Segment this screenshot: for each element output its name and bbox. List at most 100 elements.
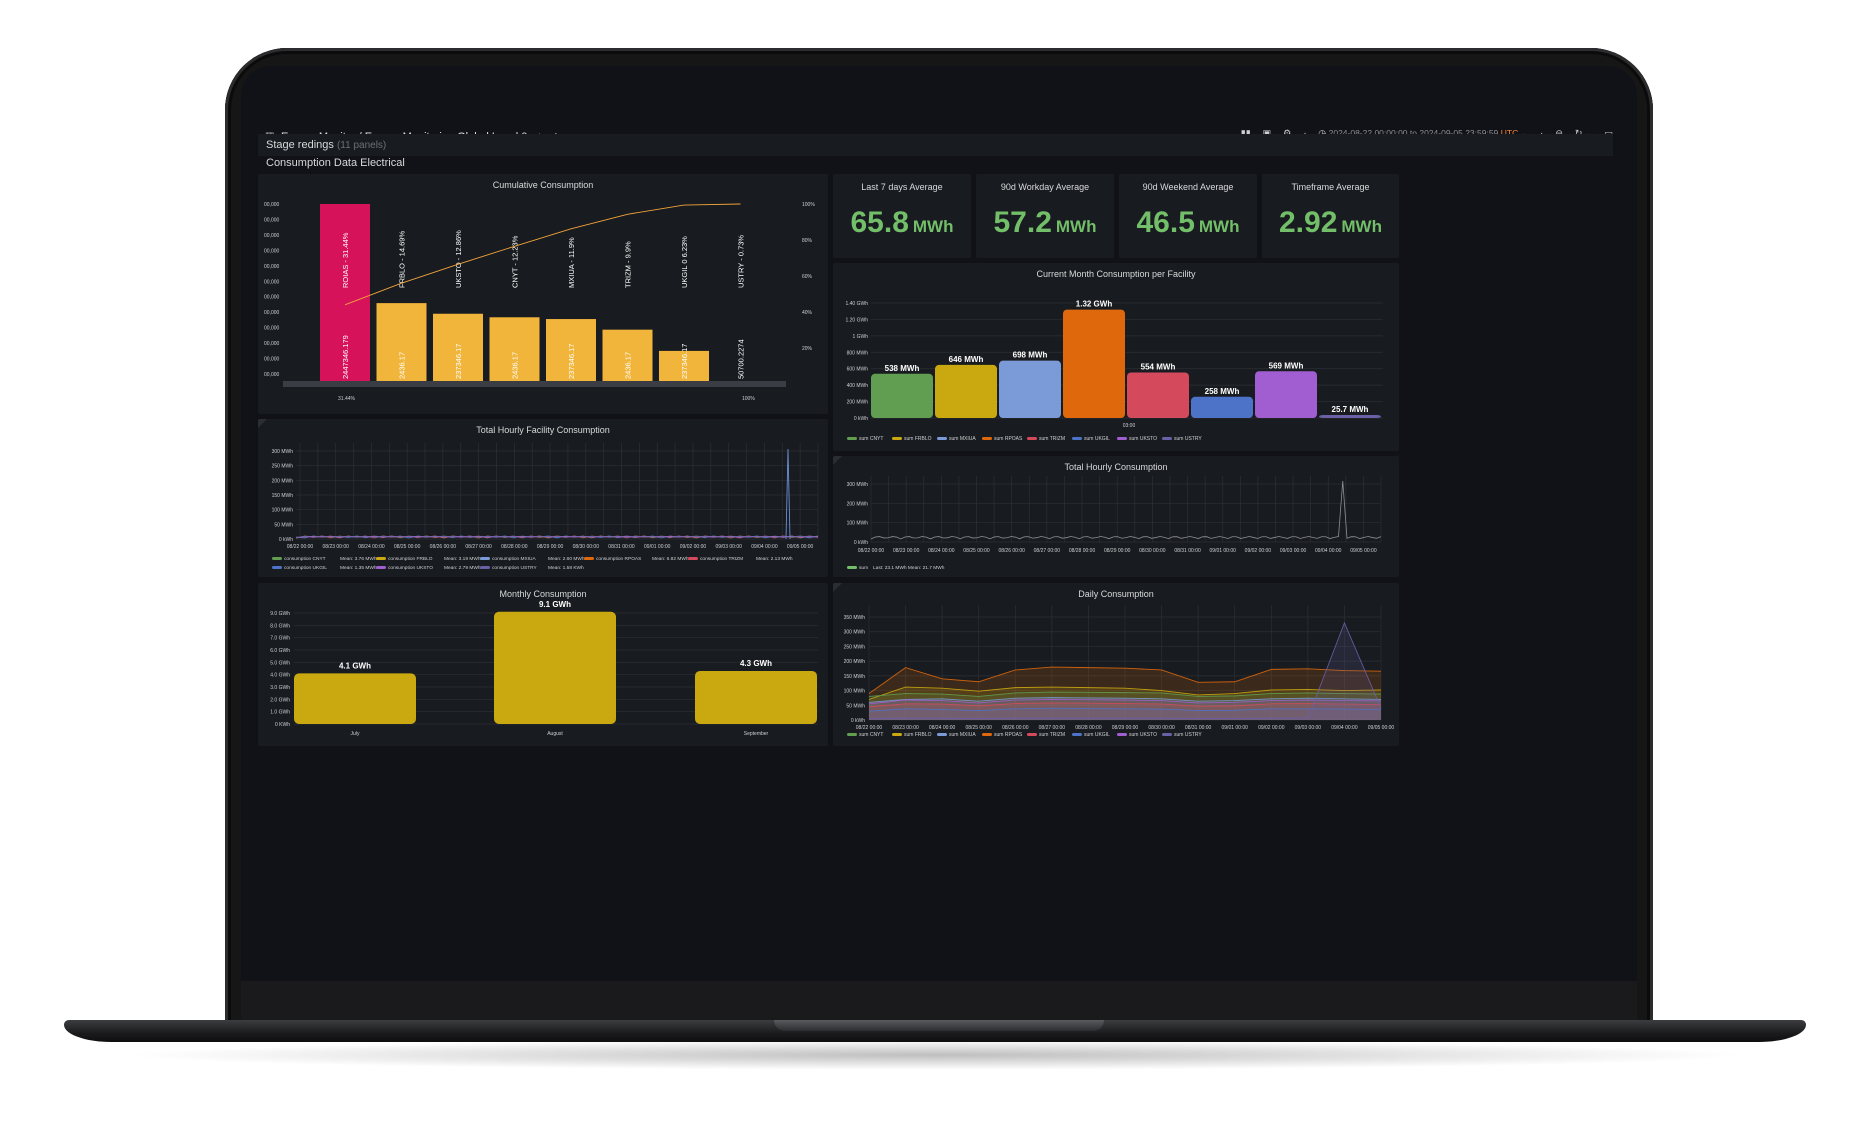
time-forward-icon[interactable]: › bbox=[1540, 129, 1543, 139]
panel-title: Monthly Consumption bbox=[499, 589, 587, 599]
gear-icon[interactable]: ⚙ bbox=[1283, 128, 1292, 138]
row-stage-redings[interactable]: Stage redings (11 panels) bbox=[258, 134, 1613, 156]
x-tick-label: 08/30 00:00 bbox=[1139, 548, 1166, 554]
panel-title: Cumulative Consumption bbox=[492, 180, 594, 190]
legend-swatch bbox=[1072, 733, 1082, 736]
x-tick-label: 08/24 00:00 bbox=[928, 548, 955, 554]
legend-swatch bbox=[480, 557, 490, 560]
x-tick-label: 03:00 bbox=[1123, 423, 1136, 429]
chart-bar bbox=[1319, 415, 1381, 418]
x-tick-label: 08/27 00:00 bbox=[465, 544, 492, 550]
bar-value-label: 2436.17 bbox=[511, 352, 520, 379]
x-tick-label: 08/24 00:00 bbox=[358, 544, 385, 550]
chart-bar bbox=[433, 313, 483, 381]
panel-corner bbox=[833, 456, 842, 465]
add-panel-icon[interactable]: ▮▮ bbox=[1240, 128, 1251, 138]
time-back-icon[interactable]: ‹ bbox=[1303, 129, 1306, 139]
x-tick-label: 08/31 00:00 bbox=[1185, 725, 1212, 731]
series-line bbox=[868, 707, 1382, 712]
chart-bar bbox=[376, 303, 427, 381]
stat-90d-workday[interactable]: 90d Workday Average 57.2 MWh bbox=[976, 174, 1114, 258]
x-tick-label: 08/25 00:00 bbox=[966, 725, 993, 731]
panel-current-month[interactable]: Current Month Consumption per Facility 0… bbox=[833, 263, 1399, 451]
x-tick-label: August bbox=[547, 731, 563, 737]
bar-category-label: TRIZM - 9.9% bbox=[624, 241, 633, 288]
time-picker[interactable]: ◷ 2024-08-22 00:00:00 to 2024-09-05 23:5… bbox=[1318, 128, 1528, 139]
x-tick-label: 08/29 00:00 bbox=[1104, 548, 1131, 554]
bar-category-label: USTRY - 0.73% bbox=[737, 235, 746, 288]
y-tick-label: 3.0 GWh bbox=[270, 685, 290, 691]
row-panel-count: (11 panels) bbox=[336, 140, 387, 151]
stat-value: 2.92 MWh bbox=[1279, 206, 1382, 239]
row-consumption-title[interactable]: Consumption Data Electrical bbox=[266, 157, 405, 169]
x-tick-label: 09/02 00:00 bbox=[1258, 725, 1285, 731]
panel-hourly-facility[interactable]: Total Hourly Facility Consumption 0 kWh 5… bbox=[258, 419, 828, 577]
row-title: Stage redings bbox=[266, 139, 334, 151]
x-tick-label: 31.44% bbox=[338, 396, 356, 402]
y-tick-label: 1 GWh bbox=[852, 334, 868, 340]
stat-last-7-days[interactable]: Last 7 days Average 65.8 MWh bbox=[833, 174, 971, 258]
legend-label: consumption UKSTO bbox=[388, 565, 433, 571]
legend-label: sum CNYT bbox=[859, 732, 883, 738]
legend-label: sum UKGIL bbox=[1084, 436, 1110, 442]
y-tick-label: 7.0 GWh bbox=[270, 636, 290, 642]
panel-cumulative-consumption[interactable]: Cumulative Consumption 00,000 00,000 00,00… bbox=[258, 174, 828, 414]
panel-hourly-total[interactable]: Total Hourly Consumption 0 kWh 100 MWh 200… bbox=[833, 456, 1399, 577]
x-tick-label: 09/03 00:00 bbox=[715, 544, 742, 550]
x-tick-label: 100% bbox=[742, 396, 755, 402]
y-tick-label: 250 MWh bbox=[844, 644, 866, 650]
monthly-chart: 0 KWh 1.0 GWh 2.0 GWh 3.0 GWh 4.0 GWh 5.0 GWh… bbox=[270, 600, 818, 737]
legend-swatch bbox=[584, 557, 594, 560]
stat-timeframe-average[interactable]: Timeframe Average 2.92 MWh bbox=[1262, 174, 1399, 258]
bar-value-label: 2447346.179 bbox=[341, 335, 350, 379]
time-range-text: 2024-08-22 00:00:00 to 2024-09-05 23:59:… bbox=[1328, 128, 1499, 138]
x-tick-label: 09/02 00:00 bbox=[680, 544, 707, 550]
y-tick-label: 200 MWh bbox=[844, 659, 866, 665]
chart-bar bbox=[320, 204, 370, 381]
legend-swatch bbox=[376, 557, 386, 560]
legend-swatch bbox=[1072, 437, 1082, 440]
legend-label: consumption FRBLO bbox=[388, 556, 433, 562]
panel-monthly[interactable]: Monthly Consumption 0 KWh 1.0 GWh 2.0 GWh 3… bbox=[258, 583, 828, 746]
legend-swatch bbox=[847, 566, 857, 569]
hourly-facility-chart: 0 kWh 50 MWh 100 MWh 150 MWh 200 MWh 250 MWh 3… bbox=[272, 443, 819, 571]
legend-mean: Mean: 1.58 KWh bbox=[548, 565, 584, 571]
legend-label: consumption MXIUA bbox=[492, 556, 537, 562]
y-tick-label: 0 kWh bbox=[854, 540, 868, 546]
zoom-out-icon[interactable]: ⊖ bbox=[1555, 128, 1563, 138]
x-tick-label: July bbox=[351, 731, 360, 737]
stat-90d-weekend[interactable]: 90d Weekend Average 46.5 MWh bbox=[1119, 174, 1257, 258]
daily-chart: 0 kWh 50 MWh 100 MWh 150 MWh 200 MWh 250 MWh 3… bbox=[844, 605, 1394, 738]
x-tick-label: 09/03 00:00 bbox=[1280, 548, 1307, 554]
series-line bbox=[868, 666, 1382, 694]
bar-value-label: 2436.17 bbox=[398, 352, 407, 379]
legend-label: sum USTRY bbox=[1174, 732, 1202, 738]
tv-mode-icon[interactable]: ▭ bbox=[1604, 128, 1613, 138]
chart-bar bbox=[546, 319, 596, 381]
y-tick-label: 200 MWh bbox=[847, 400, 869, 406]
x-tick-label: 08/22 00:00 bbox=[858, 548, 885, 554]
legend-mean: Mean: 3.76 MWh bbox=[340, 556, 377, 562]
y-tick-label: 150 MWh bbox=[272, 493, 294, 499]
bar-value-label: 237346.17 bbox=[454, 344, 463, 379]
legend-label: consumption UKGIL bbox=[284, 565, 327, 571]
legend-label: sum MXIUA bbox=[949, 436, 976, 442]
series-area bbox=[869, 708, 1381, 720]
x-tick-label: 08/30 00:00 bbox=[1148, 725, 1175, 731]
hourly-total-chart: 0 kWh 100 MWh 200 MWh 300 MWh 08/22 00:00 08/… bbox=[847, 476, 1382, 571]
refresh-icon[interactable]: ↻ ⌄ bbox=[1574, 128, 1593, 138]
y2-tick-label: 100% bbox=[802, 202, 815, 208]
cumulative-chart: 00,000 00,000 00,000 00,000 00,000 00,000 00,0… bbox=[264, 202, 815, 402]
panel-daily[interactable]: Daily Consumption 0 kWh 50 MWh 100 MWh 150 … bbox=[833, 583, 1399, 746]
y-tick-label: 250 MWh bbox=[272, 464, 294, 470]
y-tick-label: 100 MWh bbox=[847, 521, 869, 527]
y-tick-label: 00,000 bbox=[264, 248, 280, 254]
series-line bbox=[870, 480, 1382, 540]
timezone-text: UTC bbox=[1500, 128, 1519, 138]
y-tick-label: 0 kWh bbox=[851, 718, 865, 724]
x-tick-label: 08/26 00:00 bbox=[998, 548, 1025, 554]
save-icon[interactable]: ▣ bbox=[1262, 128, 1272, 138]
bar-value-label: 569 MWh bbox=[1269, 361, 1304, 370]
y-tick-label: 00,000 bbox=[264, 279, 280, 285]
legend-swatch bbox=[1027, 437, 1037, 440]
